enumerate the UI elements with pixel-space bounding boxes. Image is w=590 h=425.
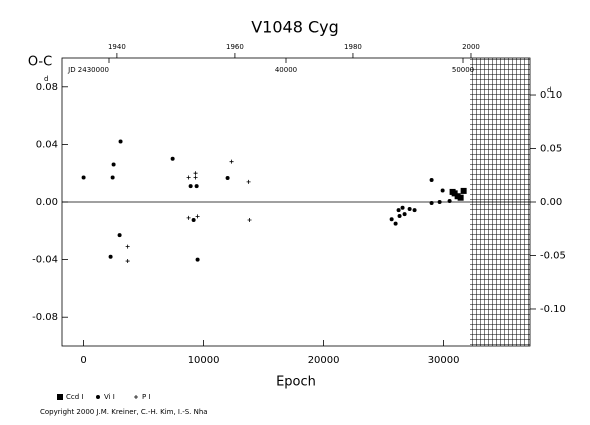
point [412,208,417,213]
point [246,179,251,184]
x-axis-label: Epoch [276,375,316,390]
year-tick-label: 1980 [344,43,362,51]
x-tick-label: 0 [80,355,86,366]
point [110,175,115,180]
point [247,218,252,222]
point [186,215,191,220]
x-tick-label: 30000 [428,355,460,366]
copyright: Copyright 2000 J.M. Kreiner, C.-H. Kim, … [40,408,208,416]
point [188,184,193,189]
year-tick-label: 1940 [108,43,126,51]
year-tick-label: 1960 [226,43,244,51]
point [407,207,412,212]
point [225,175,230,180]
y2-tick-label: 0.05 [540,144,562,155]
point [194,184,199,189]
y2-tick-label: 0.10 [540,90,562,101]
point [402,212,407,217]
point [449,188,456,195]
y-axis-label: O-C [28,55,52,70]
point [397,213,402,218]
point [437,200,442,204]
y2-tick-label: -0.05 [540,250,566,261]
legend-label: Ccd I [66,393,83,401]
y-tick-label: 0.04 [36,139,58,150]
point [193,171,198,176]
point [229,159,234,164]
point [429,201,434,206]
point [460,187,467,194]
legend-marker [57,394,63,400]
point [117,233,122,238]
point [429,177,434,182]
jd-tick-label: 50000 [452,66,474,74]
point [81,175,86,180]
point [170,156,175,161]
y-tick-label: -0.08 [32,312,58,323]
point [125,259,130,264]
x-tick-label: 20000 [308,355,340,366]
year-tick-label: 2000 [462,43,480,51]
y-unit: d [44,75,48,83]
legend-label: Vi I [104,393,115,401]
point [191,218,196,222]
y2-unit: d [547,86,551,94]
point [195,214,200,219]
jd-tick-label: 40000 [275,66,297,74]
y2-tick-label: 0.00 [540,197,562,208]
x-tick-label: 10000 [188,355,220,366]
point [400,205,405,210]
legend-label: P I [142,393,151,401]
point [393,221,398,226]
legend-marker [96,395,100,399]
jd-tick-label: JD 2430000 [67,66,109,74]
point [457,194,464,201]
point [389,217,394,222]
y-tick-label: -0.04 [32,255,58,266]
y2-tick-label: -0.10 [540,304,566,315]
point [193,175,198,180]
point [118,139,123,144]
point [195,257,200,262]
point [125,244,130,249]
point [447,198,452,203]
chart-title: V1048 Cyg [251,18,339,37]
point [396,208,401,213]
y-tick-label: 0.08 [36,82,58,93]
point [186,175,191,180]
point [440,188,445,193]
y-tick-label: 0.00 [36,197,58,208]
point [108,254,113,259]
point [111,162,116,167]
legend-marker [134,395,138,399]
